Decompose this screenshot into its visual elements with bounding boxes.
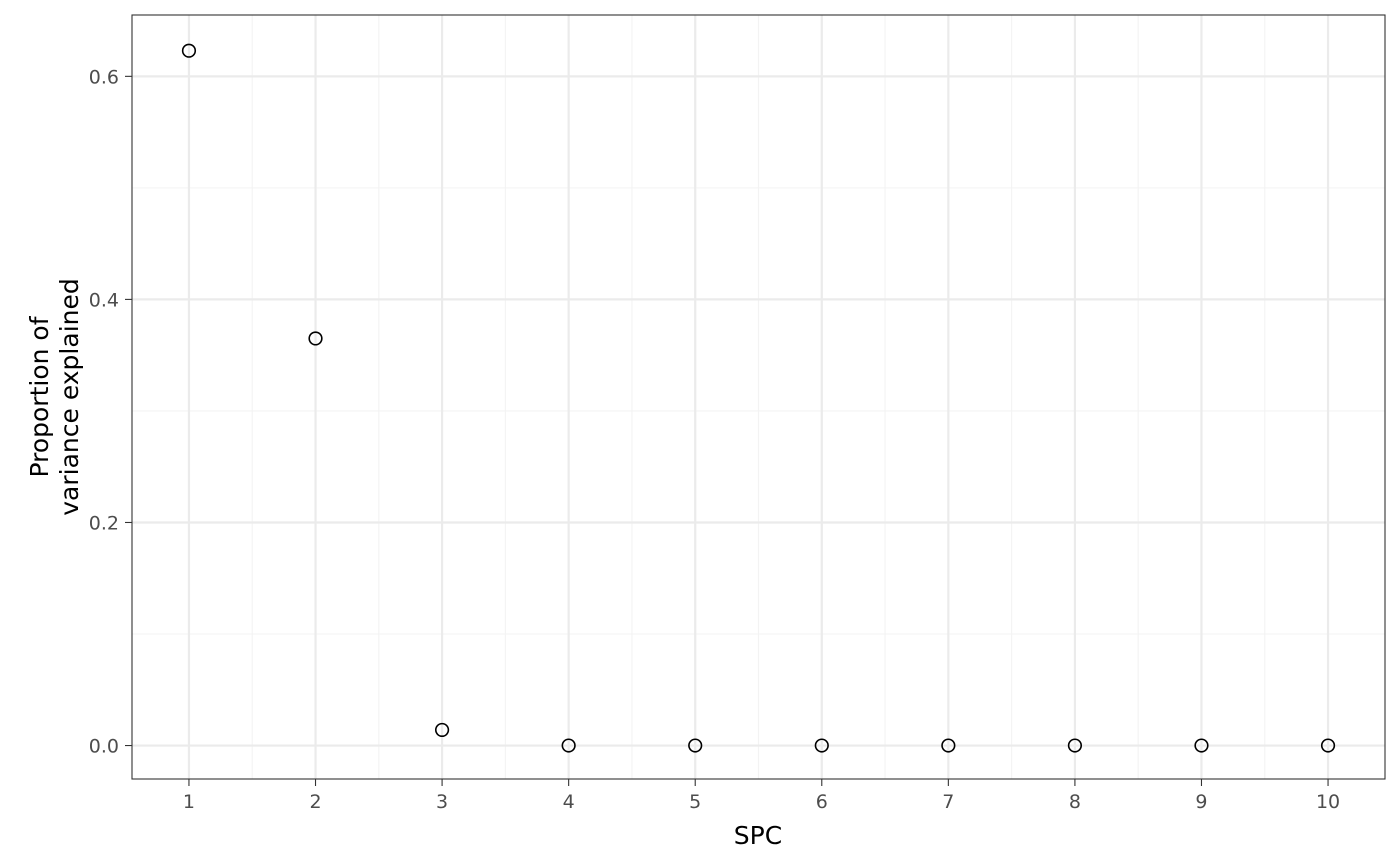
y-axis-title: Proportion of variance explained — [25, 278, 84, 516]
y-tick-label: 0.6 — [89, 66, 119, 88]
x-tick-label: 6 — [816, 791, 828, 813]
data-point — [814, 738, 829, 753]
x-tick-label: 7 — [942, 791, 954, 813]
data-point — [941, 738, 956, 753]
y-axis-title-line-2: variance explained — [55, 278, 84, 516]
plot-panel-border — [131, 14, 1386, 780]
x-tick-label: 3 — [436, 791, 448, 813]
data-point — [1194, 738, 1209, 753]
y-axis-title-line-1: Proportion of — [25, 315, 54, 477]
x-tick-label: 2 — [309, 791, 321, 813]
x-axis-title: SPC — [734, 821, 782, 850]
y-tick-label: 0.4 — [89, 289, 119, 311]
data-point — [434, 722, 450, 738]
data-point — [688, 738, 703, 753]
minor-gridlines — [132, 15, 1385, 779]
y-tick-label: 0.2 — [89, 512, 119, 534]
x-axis-tick-labels: 1 2 3 4 5 6 7 8 9 10 — [183, 791, 1340, 813]
data-point — [561, 738, 576, 753]
data-point — [181, 43, 197, 58]
y-tick-label: 0.0 — [89, 736, 119, 758]
major-gridlines — [132, 15, 1385, 779]
x-tick-label: 8 — [1069, 791, 1081, 813]
x-tick-label: 4 — [563, 791, 575, 813]
axis-ticks — [125, 75, 1329, 786]
data-points — [181, 43, 1336, 753]
x-tick-label: 5 — [689, 791, 701, 813]
data-point — [1320, 738, 1336, 753]
x-tick-label: 10 — [1316, 791, 1340, 813]
data-point — [1067, 738, 1083, 753]
data-point — [308, 331, 323, 346]
x-tick-label: 9 — [1195, 791, 1207, 813]
x-tick-label: 1 — [183, 791, 195, 813]
y-axis-tick-labels: 0.0 0.2 0.4 0.6 — [89, 66, 119, 757]
